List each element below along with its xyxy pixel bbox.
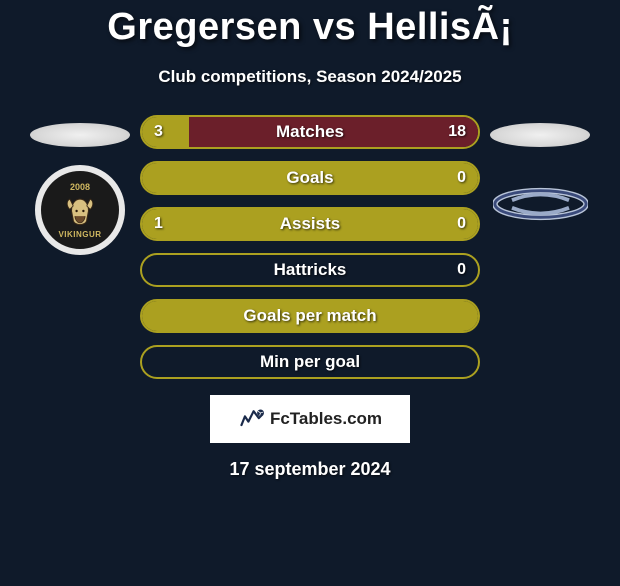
bar-label: Min per goal [260,352,360,372]
left-club-year: 2008 [70,182,90,192]
stat-bar-matches: 3 Matches 18 [140,115,480,149]
left-club-name: VIKINGUR [58,230,101,239]
bar-label: Goals [286,168,333,188]
fctables-badge[interactable]: FcTables.com [210,395,410,443]
stat-bar-goals: Goals 0 [140,161,480,195]
viking-icon [63,194,97,228]
left-club-logo: 2008 VIKINGUR [35,165,125,255]
stat-bar-assists: 1 Assists 0 [140,207,480,241]
right-player-column [480,115,600,379]
comparison-bars: 3Matches18Goals01Assists0Hattricks0Goals… [140,115,480,379]
bar-label: Goals per match [243,306,376,326]
stat-bar-hattricks: Hattricks 0 [140,253,480,287]
bar-value-right: 0 [457,261,466,279]
right-club-logo [493,185,588,223]
bar-label: Assists [280,214,340,234]
bar-value-right: 0 [457,169,466,187]
right-player-silhouette [490,123,590,147]
bar-value-left: 3 [154,123,163,141]
bar-fill-left [142,117,189,147]
left-player-column: 2008 VIKINGUR [20,115,140,379]
bar-value-right: 18 [448,123,466,141]
fctables-text: FcTables.com [270,409,382,429]
stat-bar-min-per-goal: Min per goal [140,345,480,379]
bar-label: Hattricks [274,260,347,280]
bar-label: Matches [276,122,344,142]
main-content: 2008 VIKINGUR 3Matches18Goals01Assists0H… [0,115,620,379]
left-player-silhouette [30,123,130,147]
bar-value-right: 0 [457,215,466,233]
page-title: Gregersen vs HellisÃ¡ [0,6,620,49]
bar-value-left: 1 [154,215,163,233]
stat-bar-goals-per-match: Goals per match [140,299,480,333]
fctables-logo-icon [238,406,264,432]
page-subtitle: Club competitions, Season 2024/2025 [0,67,620,87]
date-text: 17 september 2024 [0,459,620,480]
